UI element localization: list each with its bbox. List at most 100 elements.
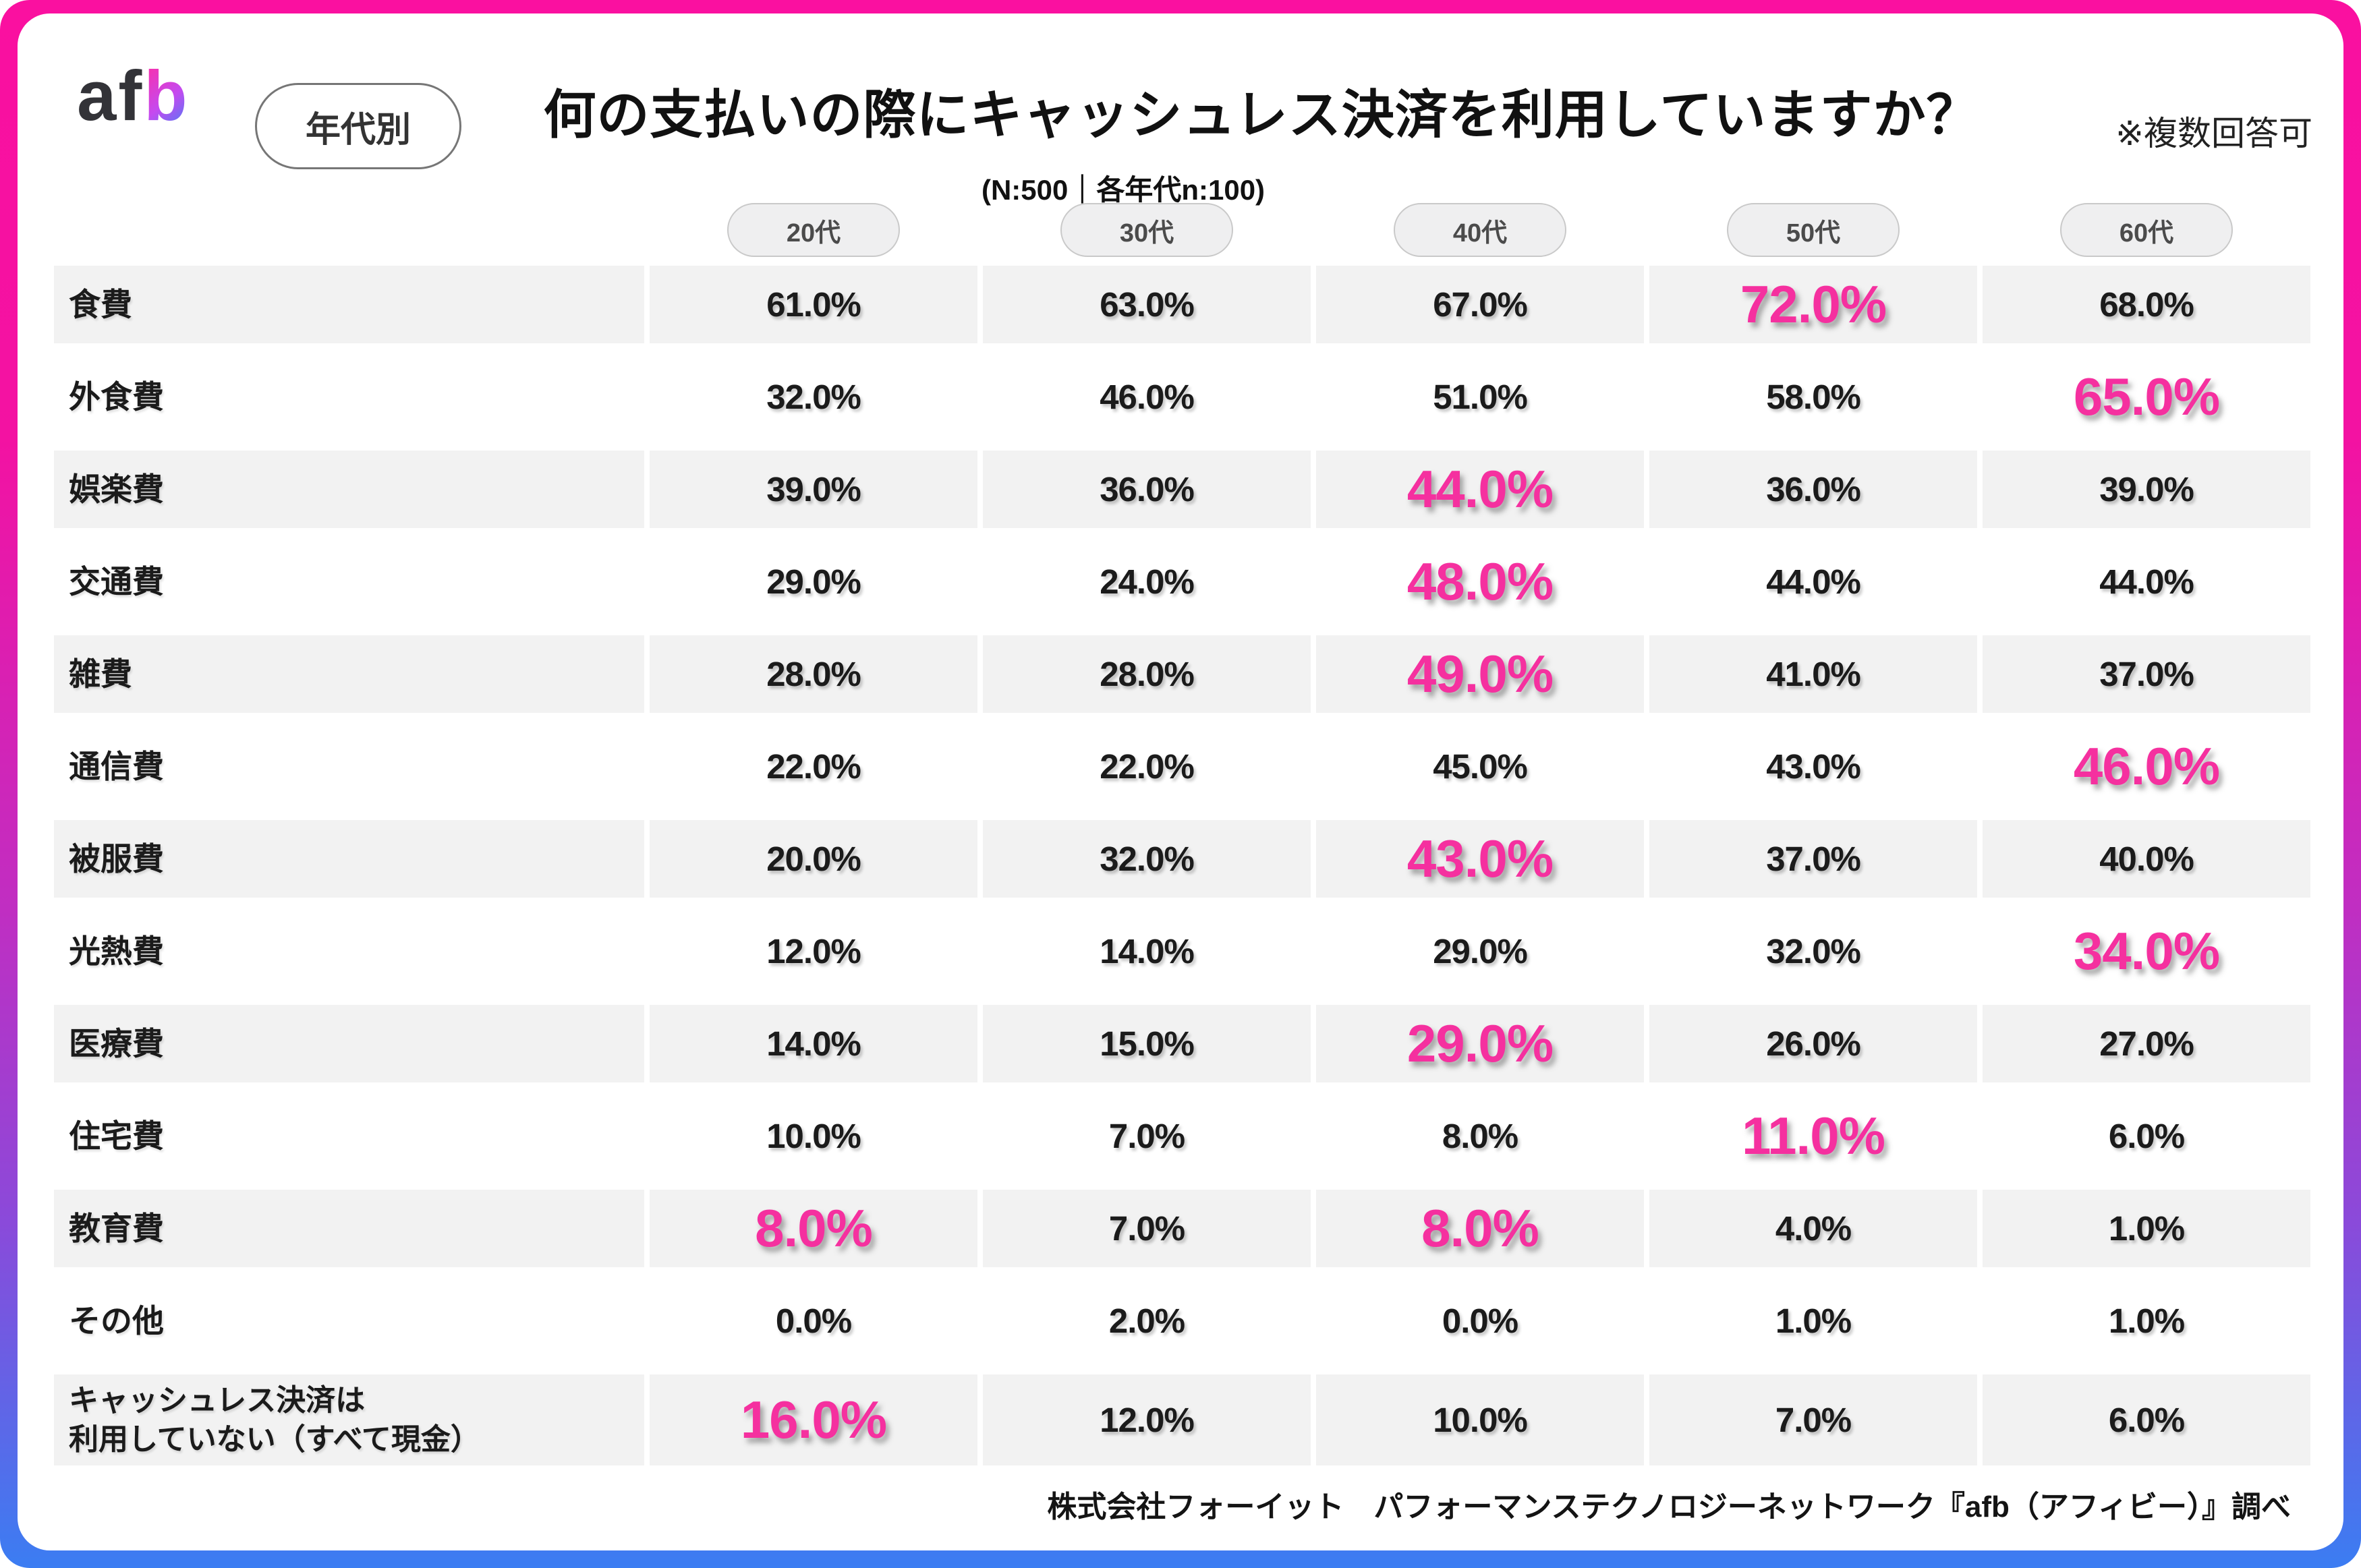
- table-row: 交通費 29.0% 24.0% 48.0% 44.0% 44.0%: [54, 543, 2310, 620]
- value-cell-highlighted: 43.0%: [1316, 820, 1644, 898]
- value-cell: 20.0%: [650, 820, 977, 898]
- column-header-slot: 60代: [1983, 203, 2310, 257]
- value-cell: 37.0%: [1649, 820, 1977, 898]
- table-row: 光熱費 12.0% 14.0% 29.0% 32.0% 34.0%: [54, 912, 2310, 990]
- value-cell: 1.0%: [1983, 1190, 2310, 1267]
- page-title: 何の支払いの際にキャッシュレス決済を利用していますか？: [543, 85, 1980, 144]
- value-cell-highlighted: 48.0%: [1406, 552, 1554, 611]
- table-row: キャッシュレス決済は 利用していない（すべて現金） 16.0% 12.0% 10.0%…: [54, 1374, 2310, 1465]
- sample-size-note: (N:500｜各年代n:100): [981, 174, 1265, 206]
- value-cell: 22.0%: [766, 747, 861, 786]
- value-cell: 6.0%: [1983, 1374, 2310, 1465]
- value-cell: 22.0%: [1100, 747, 1195, 786]
- column-header-slot: 50代: [1649, 203, 1977, 257]
- value-cell: 32.0%: [766, 378, 861, 416]
- survey-results-table: 食費 61.0% 63.0% 67.0% 72.0% 68.0% 外食費 32.0% 46.0%…: [54, 266, 2310, 1465]
- row-label: 住宅費: [69, 1117, 164, 1154]
- value-cell: 10.0%: [1316, 1374, 1644, 1465]
- row-label: その他: [69, 1302, 164, 1339]
- content-card: afb 年代別 何の支払いの際にキャッシュレス決済を利用していますか？ (N:5…: [18, 13, 2343, 1550]
- row-label: 雑費: [54, 635, 644, 713]
- value-cell: 37.0%: [1983, 635, 2310, 713]
- value-cell: 0.0%: [1442, 1302, 1518, 1340]
- column-header-pill-4: 50代: [1727, 203, 1900, 257]
- value-cell: 28.0%: [983, 635, 1311, 713]
- value-cell: 15.0%: [983, 1005, 1311, 1082]
- value-cell-highlighted: 46.0%: [2073, 736, 2220, 796]
- row-label: キャッシュレス決済は 利用していない（すべて現金）: [54, 1374, 644, 1465]
- table-row: 雑費 28.0% 28.0% 49.0% 41.0% 37.0%: [54, 635, 2310, 713]
- value-cell: 7.0%: [1108, 1117, 1185, 1155]
- value-cell-highlighted: 8.0%: [650, 1190, 977, 1267]
- value-cell: 1.0%: [1775, 1302, 1852, 1340]
- value-cell: 51.0%: [1433, 378, 1528, 416]
- row-label: 教育費: [54, 1190, 644, 1267]
- column-header-row: 20代 30代 40代 50代 60代: [54, 203, 2310, 257]
- value-cell: 45.0%: [1433, 747, 1528, 786]
- value-cell: 63.0%: [983, 266, 1311, 343]
- value-cell: 8.0%: [1442, 1117, 1518, 1155]
- multiple-answer-note: ※複数回答可: [2115, 115, 2312, 152]
- value-cell-highlighted: 65.0%: [2073, 367, 2220, 426]
- value-cell: 1.0%: [2108, 1302, 2185, 1340]
- afb-logo: afb: [77, 61, 190, 132]
- value-cell: 46.0%: [1100, 378, 1195, 416]
- row-label: 交通費: [69, 563, 164, 600]
- value-cell-highlighted: 11.0%: [1742, 1106, 1885, 1165]
- value-cell: 36.0%: [983, 451, 1311, 528]
- table-row: 被服費 20.0% 32.0% 43.0% 37.0% 40.0%: [54, 820, 2310, 898]
- value-cell: 68.0%: [1983, 266, 2310, 343]
- value-cell: 29.0%: [1433, 932, 1528, 970]
- value-cell: 4.0%: [1649, 1190, 1977, 1267]
- value-cell: 40.0%: [1983, 820, 2310, 898]
- table-row: 医療費 14.0% 15.0% 29.0% 26.0% 27.0%: [54, 1005, 2310, 1082]
- value-cell: 7.0%: [1649, 1374, 1977, 1465]
- table-row: 通信費 22.0% 22.0% 45.0% 43.0% 46.0%: [54, 728, 2310, 805]
- column-header-spacer: [54, 203, 644, 257]
- value-cell: 6.0%: [2108, 1117, 2185, 1155]
- row-label: 医療費: [54, 1005, 644, 1082]
- column-header-pill-5: 60代: [2060, 203, 2233, 257]
- value-cell: 29.0%: [766, 562, 861, 601]
- table-row: 外食費 32.0% 46.0% 51.0% 58.0% 65.0%: [54, 358, 2310, 436]
- value-cell: 32.0%: [1766, 932, 1861, 970]
- value-cell-highlighted: 72.0%: [1649, 266, 1977, 343]
- value-cell-highlighted: 29.0%: [1316, 1005, 1644, 1082]
- value-cell: 2.0%: [1108, 1302, 1185, 1340]
- value-cell: 14.0%: [1100, 932, 1195, 970]
- column-header-slot: 30代: [983, 203, 1311, 257]
- table-row: 住宅費 10.0% 7.0% 8.0% 11.0% 6.0%: [54, 1097, 2310, 1175]
- row-label: 娯楽費: [54, 451, 644, 528]
- value-cell: 36.0%: [1649, 451, 1977, 528]
- value-cell: 10.0%: [766, 1117, 861, 1155]
- column-header-pill-1: 20代: [727, 203, 900, 257]
- table-row: 教育費 8.0% 7.0% 8.0% 4.0% 1.0%: [54, 1190, 2310, 1267]
- column-header-pill-3: 40代: [1394, 203, 1566, 257]
- value-cell-highlighted: 44.0%: [1316, 451, 1644, 528]
- value-cell-highlighted: 49.0%: [1316, 635, 1644, 713]
- source-attribution: 株式会社フォーイット パフォーマンステクノロジーネットワーク『afb（アフィビー…: [1047, 1490, 2291, 1523]
- value-cell: 67.0%: [1316, 266, 1644, 343]
- afb-logo-b: b: [144, 57, 190, 136]
- table-row: 娯楽費 39.0% 36.0% 44.0% 36.0% 39.0%: [54, 451, 2310, 528]
- row-label: 外食費: [69, 378, 164, 415]
- afb-logo-af: af: [77, 57, 144, 136]
- row-label: 通信費: [69, 748, 164, 784]
- column-header-slot: 20代: [650, 203, 977, 257]
- value-cell-highlighted: 8.0%: [1316, 1190, 1644, 1267]
- value-cell: 39.0%: [1983, 451, 2310, 528]
- value-cell: 24.0%: [1100, 562, 1195, 601]
- value-cell: 32.0%: [983, 820, 1311, 898]
- value-cell-highlighted: 34.0%: [2073, 921, 2220, 981]
- value-cell: 27.0%: [1983, 1005, 2310, 1082]
- value-cell: 39.0%: [650, 451, 977, 528]
- value-cell: 0.0%: [775, 1302, 852, 1340]
- value-cell: 26.0%: [1649, 1005, 1977, 1082]
- table-row: 食費 61.0% 63.0% 67.0% 72.0% 68.0%: [54, 266, 2310, 343]
- value-cell: 58.0%: [1766, 378, 1861, 416]
- value-cell: 61.0%: [650, 266, 977, 343]
- value-cell: 41.0%: [1649, 635, 1977, 713]
- row-label: 食費: [54, 266, 644, 343]
